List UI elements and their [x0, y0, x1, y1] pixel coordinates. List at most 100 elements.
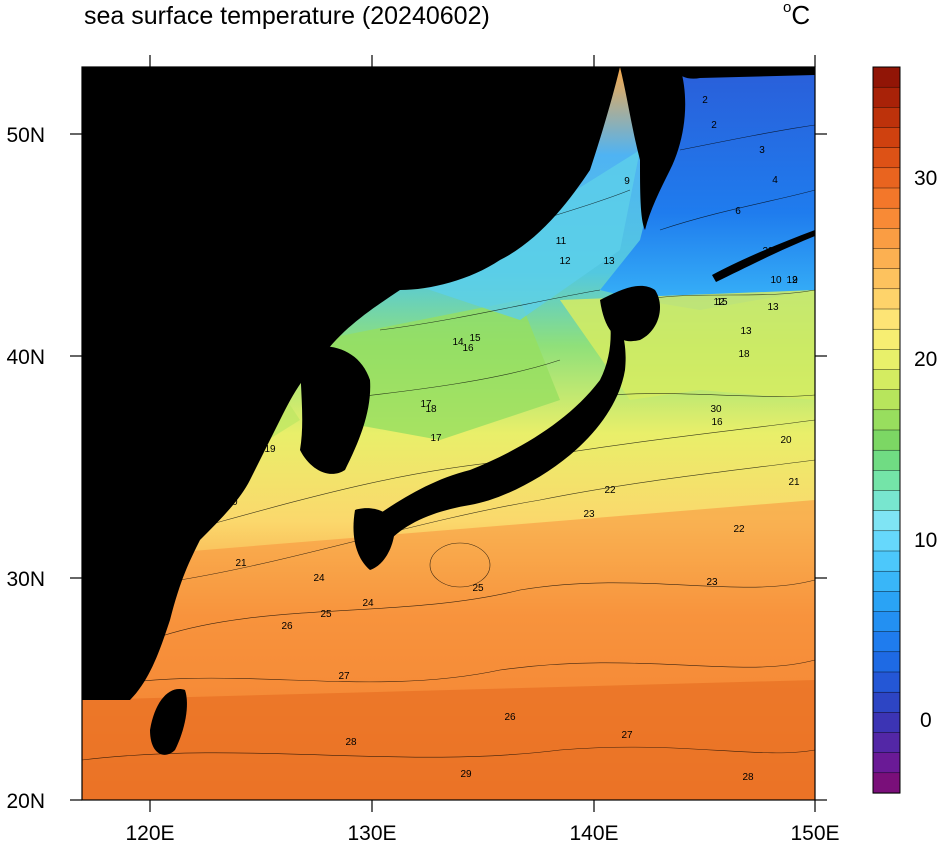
lon-label-130e: 130E — [347, 822, 396, 845]
asian-continent — [82, 67, 620, 700]
contour-label: 19 — [264, 444, 276, 455]
korean-peninsula — [300, 346, 371, 474]
colorbar-swatch — [872, 268, 901, 290]
lon-tick-150e: 150E — [790, 55, 840, 845]
lat-label-20n: 20N — [6, 790, 45, 813]
contour-label: 16 — [711, 417, 723, 428]
colorbar-swatch — [872, 691, 901, 713]
contour-label: 20 — [226, 497, 238, 508]
plot-frame — [81, 66, 816, 801]
colorbar-swatch — [872, 712, 901, 734]
lat-label-30n: 30N — [6, 568, 45, 591]
colorbar-swatch — [872, 328, 901, 350]
contour-label: 6 — [735, 206, 741, 217]
contour-label: 13 — [740, 326, 752, 337]
contour-label: 17 — [430, 433, 442, 444]
contour-label: 9 — [792, 275, 798, 286]
colorbar-label-10: 10 — [914, 529, 937, 552]
contour-label: 18 — [241, 404, 253, 415]
colorbar-swatch — [872, 107, 901, 129]
colorbar-swatch — [872, 127, 901, 149]
colorbar-swatch — [872, 591, 901, 613]
contour-label: 15 — [716, 297, 728, 308]
contour-label: 21 — [235, 558, 247, 569]
contour-label: 14 — [452, 337, 464, 348]
colorbar-swatch — [872, 207, 901, 229]
colorbar-label-30: 30 — [914, 167, 937, 190]
colorbar-swatch — [872, 449, 901, 471]
colorbar: 0 10 20 30 — [872, 66, 937, 794]
lat-tick-40n: 40N — [6, 346, 827, 369]
contour-label: 23 — [706, 577, 718, 588]
hokkaido — [600, 285, 660, 342]
lon-tick-130e: 130E — [347, 55, 397, 845]
colorbar-swatch — [872, 66, 901, 88]
contour-label: 9 — [624, 176, 630, 187]
isotherm-3 — [679, 124, 815, 151]
sakhalin — [620, 67, 686, 230]
contour-label: 11 — [556, 236, 567, 247]
colorbar-swatch — [872, 752, 901, 774]
isotherm-6 — [659, 189, 815, 231]
colorbar-swatch — [872, 429, 901, 451]
colorbar-swatch — [872, 147, 901, 169]
colorbar-swatch — [872, 772, 901, 794]
contour-label: 22 — [604, 485, 616, 496]
contour-label: 24 — [362, 598, 374, 609]
contour-label: 25 — [320, 609, 332, 620]
contour-label: 13 — [767, 302, 779, 313]
contour-label: 18 — [425, 404, 437, 415]
colorbar-swatch — [872, 389, 901, 411]
lon-tick-120e: 120E — [125, 55, 175, 845]
contour-label: 23 — [583, 509, 595, 520]
kuril-islands — [712, 230, 815, 282]
contour-label: 12 — [786, 275, 798, 286]
contour-label: 12 — [713, 297, 725, 308]
lat-tick-50n: 50N — [6, 124, 827, 147]
lat-label-50n: 50N — [6, 124, 45, 147]
contour-label: 18 — [738, 349, 750, 360]
isotherm-12 — [639, 289, 815, 301]
kyushu — [353, 508, 395, 570]
contour-label: 2 — [711, 120, 717, 131]
colorbar-swatch — [872, 510, 901, 532]
contour-label: 28 — [345, 737, 357, 748]
colorbar-swatch — [872, 550, 901, 572]
colorbar-swatch — [872, 530, 901, 552]
colorbar-swatch — [872, 369, 901, 391]
unit-label: oC — [783, 0, 811, 30]
contour-label: 3 — [759, 145, 765, 156]
isotherm-23 — [179, 459, 815, 581]
contour-label: 25 — [472, 583, 484, 594]
liaodong-coast — [82, 344, 190, 380]
contour-label: 16 — [462, 343, 474, 354]
lon-label-150e: 150E — [790, 822, 839, 845]
colorbar-swatch — [872, 228, 901, 250]
colorbar-frame — [872, 66, 901, 794]
contour-label: 2 — [702, 95, 708, 106]
map-title: sea surface temperature (20240602) — [84, 2, 490, 30]
contour-label: 29 — [762, 246, 774, 257]
isotherm-25 — [149, 579, 815, 641]
colorbar-swatch — [872, 651, 901, 673]
lon-label-140e: 140E — [569, 822, 618, 845]
tropical-warm-water — [82, 680, 815, 800]
colorbar-swatch — [872, 187, 901, 209]
contour-label: 28 — [742, 772, 754, 783]
colorbar-swatch — [872, 86, 901, 108]
contour-label: 19 — [186, 469, 198, 480]
contour-label: 10 — [770, 275, 782, 286]
contour-label: 22 — [733, 524, 745, 535]
lat-tick-30n: 30N — [6, 568, 827, 591]
map-axes: 120E 130E 140E 150E 20N 30N — [6, 55, 840, 845]
colorbar-label-0: 0 — [920, 709, 932, 732]
colorbar-swatch — [872, 349, 901, 371]
colorbar-swatch — [872, 490, 901, 512]
colorbar-swatch — [872, 470, 901, 492]
isotherm-13 — [379, 289, 601, 331]
warm-eddy-contour — [429, 542, 491, 588]
contour-label: 15 — [469, 333, 481, 344]
isotherm-29 — [82, 746, 815, 761]
